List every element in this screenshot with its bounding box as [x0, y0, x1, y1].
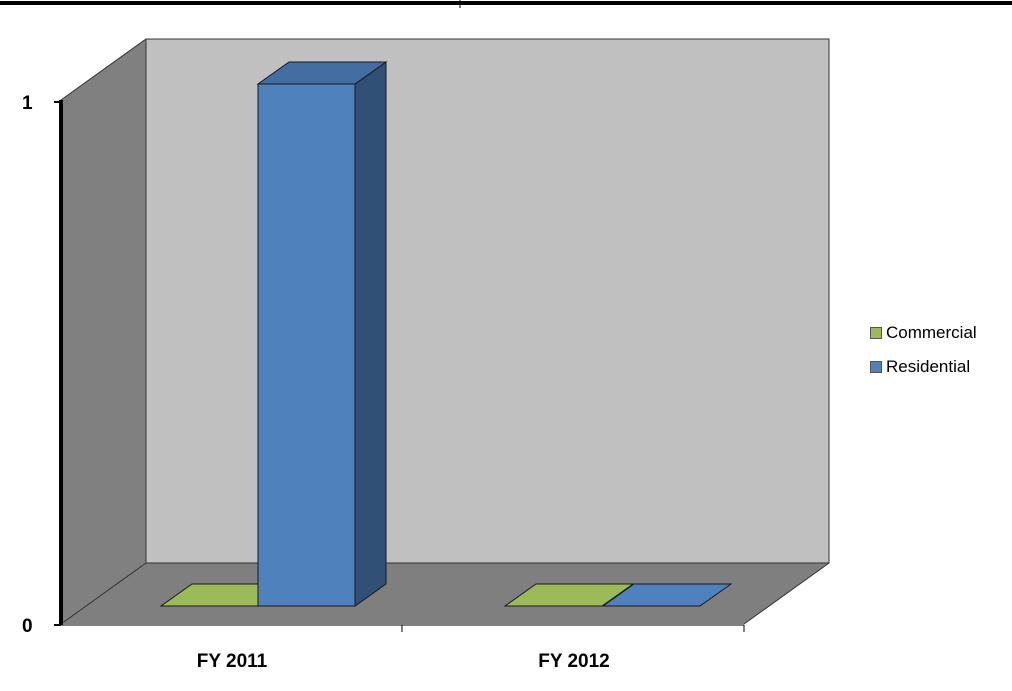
bar-residential-fy-2012: [601, 583, 733, 607]
legend-item-commercial: Commercial: [870, 316, 977, 350]
bar-top-residential-fy-2011: [256, 61, 388, 85]
legend-swatch-residential: [870, 361, 882, 373]
bar-top-commercial-fy-2012: [503, 583, 635, 607]
legend: Commercial Residential: [870, 316, 977, 384]
legend-item-residential: Residential: [870, 350, 977, 384]
bar-side-residential-fy-2011: [354, 61, 387, 607]
legend-label-commercial: Commercial: [886, 323, 977, 342]
legend-label-residential: Residential: [886, 357, 971, 376]
floor: [61, 563, 829, 624]
category-label-fy-2011: FY 2011: [197, 651, 268, 672]
y-tick-label-1: 1: [22, 93, 33, 114]
legend-swatch-commercial: [870, 327, 882, 339]
category-label-fy-2012: FY 2012: [538, 651, 609, 672]
side-wall: [61, 39, 146, 624]
bar-top-residential-fy-2012: [601, 583, 733, 607]
bar-commercial-fy-2012: [503, 583, 635, 607]
bar-front-residential-fy-2011: [257, 83, 356, 607]
bars-group: [159, 61, 733, 607]
back-wall: [146, 39, 829, 563]
y-tick-label-0: 0: [22, 616, 33, 637]
floor-side-edge: [60, 562, 147, 625]
bar-residential-fy-2011: [256, 61, 388, 607]
